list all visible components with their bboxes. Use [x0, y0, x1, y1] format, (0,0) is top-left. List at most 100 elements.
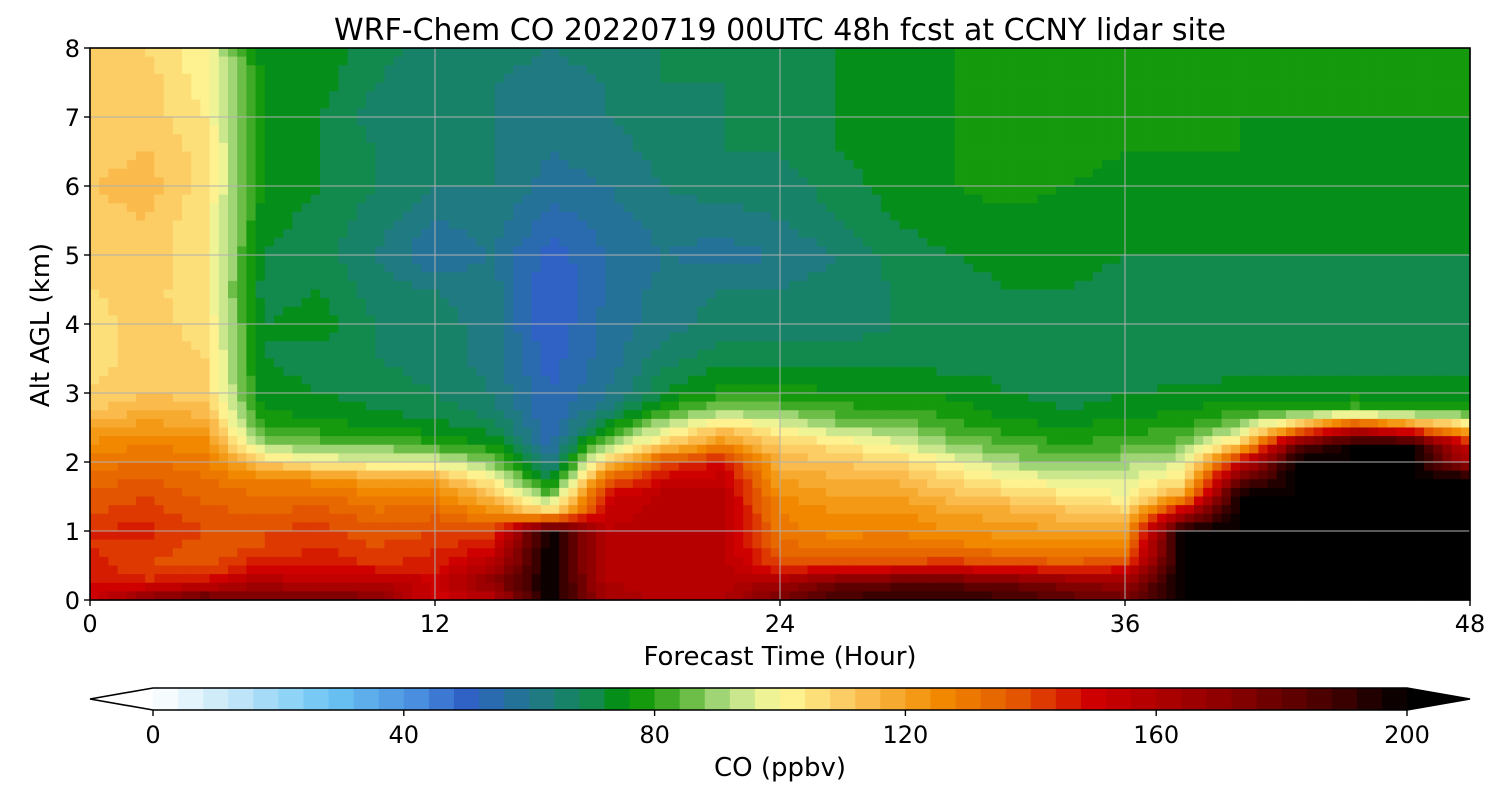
heatmap-cell — [1332, 211, 1342, 222]
heatmap-cell — [798, 263, 809, 273]
heatmap-cell — [375, 306, 385, 316]
heatmap-cell — [614, 246, 625, 256]
heatmap-cell — [1046, 280, 1057, 291]
heatmap-cell — [752, 151, 763, 161]
heatmap-cell — [1276, 255, 1287, 265]
heatmap-cell — [1295, 168, 1305, 178]
heatmap-cell — [853, 280, 864, 291]
heatmap-cell — [982, 82, 993, 92]
heatmap-cell — [1249, 246, 1259, 256]
heatmap-cell — [706, 220, 717, 230]
heatmap-cell — [1304, 48, 1315, 58]
heatmap-cell — [991, 298, 1002, 308]
heatmap-cell — [145, 298, 155, 308]
heatmap-cell — [1460, 177, 1471, 187]
heatmap-cell — [1037, 151, 1048, 161]
heatmap-cell — [899, 125, 910, 135]
heatmap-cell — [1240, 73, 1250, 84]
heatmap-cell — [678, 324, 689, 334]
heatmap-cell — [780, 177, 790, 187]
heatmap-cell — [1046, 289, 1057, 299]
heatmap-cell — [614, 211, 625, 222]
heatmap-cell — [1286, 108, 1296, 118]
heatmap-cell — [1359, 220, 1370, 230]
heatmap-cell — [798, 246, 809, 256]
heatmap-cell — [1074, 203, 1085, 213]
heatmap-cell — [1074, 229, 1085, 239]
heatmap-cell — [559, 194, 569, 204]
heatmap-cell — [292, 186, 303, 196]
heatmap-cell — [218, 151, 229, 161]
heatmap-cell — [1350, 298, 1361, 308]
heatmap-cell — [678, 298, 689, 308]
heatmap-cell — [798, 48, 809, 58]
heatmap-cell — [862, 177, 873, 187]
heatmap-cell — [715, 237, 726, 247]
heatmap-cell — [421, 82, 431, 92]
heatmap-cell — [614, 99, 625, 109]
heatmap-cell — [632, 280, 643, 291]
heatmap-cell — [283, 255, 293, 265]
heatmap-cell — [623, 48, 634, 58]
heatmap-cell — [200, 73, 211, 84]
heatmap-cell — [485, 108, 496, 118]
heatmap-cell — [1111, 142, 1121, 153]
heatmap-cell — [1341, 56, 1351, 66]
heatmap-cell — [182, 272, 192, 282]
heatmap-cell — [1203, 82, 1213, 92]
heatmap-cell — [835, 220, 845, 230]
heatmap-cell — [1111, 246, 1121, 256]
heatmap-cell — [568, 298, 579, 308]
heatmap-cell — [1414, 82, 1425, 92]
heatmap-cell — [384, 108, 395, 118]
heatmap-cell — [1102, 65, 1112, 75]
heatmap-cell — [559, 91, 569, 101]
heatmap-cell — [1249, 280, 1259, 291]
heatmap-cell — [540, 255, 551, 265]
heatmap-cell — [292, 160, 303, 170]
heatmap-cell — [1000, 73, 1011, 84]
heatmap-cell — [1092, 289, 1103, 299]
heatmap-cell — [228, 246, 238, 256]
heatmap-cell — [1074, 65, 1085, 75]
heatmap-cell — [660, 168, 671, 178]
heatmap-cell — [927, 117, 937, 127]
heatmap-cell — [826, 237, 836, 247]
heatmap-cell — [402, 203, 413, 213]
heatmap-cell — [936, 263, 947, 273]
heatmap-cell — [329, 125, 339, 135]
heatmap-cell — [770, 280, 781, 291]
heatmap-cell — [1138, 237, 1149, 247]
heatmap-cell — [1295, 160, 1305, 170]
heatmap-cell — [1074, 82, 1085, 92]
heatmap-cell — [540, 203, 551, 213]
heatmap-cell — [1166, 229, 1177, 239]
heatmap-cell — [292, 99, 303, 109]
heatmap-cell — [522, 263, 533, 273]
heatmap-cell — [890, 229, 901, 239]
heatmap-cell — [1212, 73, 1223, 84]
heatmap-cell — [320, 168, 330, 178]
heatmap-cell — [1157, 211, 1167, 222]
heatmap-cell — [1249, 186, 1259, 196]
heatmap-cell — [375, 220, 385, 230]
heatmap-cell — [651, 142, 661, 153]
heatmap-cell — [908, 229, 919, 239]
heatmap-cell — [669, 298, 680, 308]
heatmap-cell — [991, 289, 1002, 299]
heatmap-cell — [715, 211, 726, 222]
heatmap-cell — [734, 99, 744, 109]
heatmap-cell — [1203, 117, 1213, 127]
heatmap-cell — [458, 125, 468, 135]
heatmap-cell — [853, 298, 864, 308]
heatmap-cell — [163, 203, 174, 213]
heatmap-cell — [559, 56, 569, 66]
heatmap-cell — [1138, 315, 1149, 325]
heatmap-cell — [1129, 246, 1140, 256]
heatmap-cell — [1396, 65, 1407, 75]
heatmap-cell — [1129, 82, 1140, 92]
heatmap-cell — [467, 160, 477, 170]
heatmap-cell — [761, 289, 772, 299]
heatmap-cell — [743, 73, 753, 84]
heatmap-cell — [1221, 324, 1232, 334]
